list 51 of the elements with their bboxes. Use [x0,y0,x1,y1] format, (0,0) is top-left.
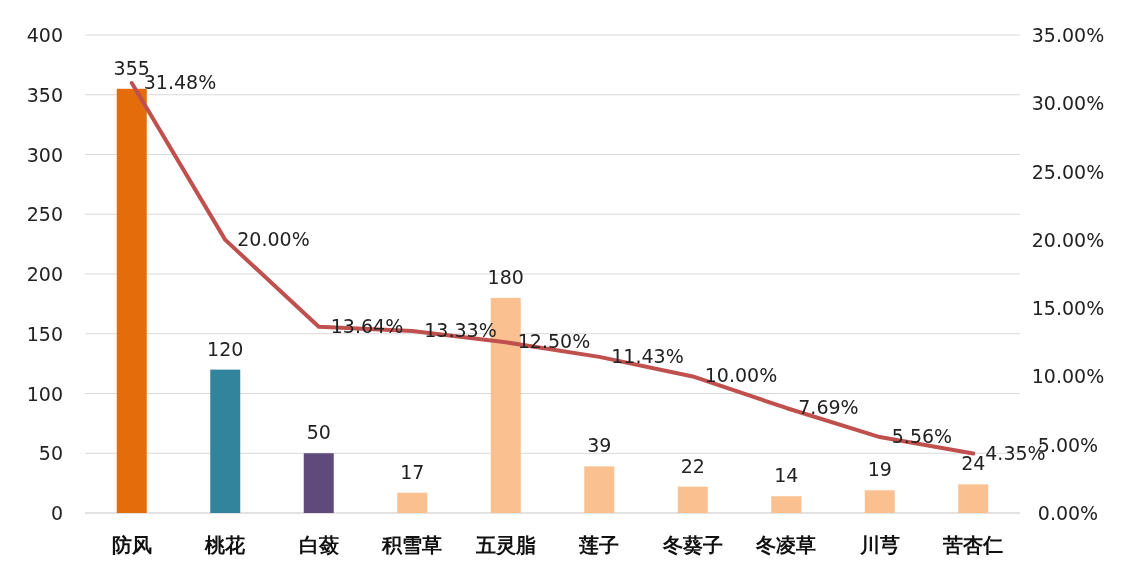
bar [584,466,615,513]
bar [210,369,241,513]
x-tick-label: 白蔹 [298,533,339,557]
x-tick-label: 莲子 [578,533,620,557]
x-tick-label: 桃花 [204,533,247,557]
y-tick-label: 350 [26,83,63,106]
data-label: 39 [587,434,612,457]
data-label: 5.56% [891,425,953,448]
data-label: 120 [207,337,244,360]
bar [303,453,334,513]
y2-tick-label: 25.00% [1031,160,1105,183]
x-tick-label: 川芎 [858,533,900,557]
data-label: 180 [487,265,524,288]
x-tick-label: 积雪草 [381,533,443,557]
y-tick-label: 0 [50,502,63,524]
y-tick-label: 50 [38,442,63,465]
y2-tick-label: 10.00% [1031,365,1105,388]
data-label: 24 [961,452,986,475]
bar [677,486,708,513]
data-label: 10.00% [704,364,778,387]
y-tick-label: 200 [26,263,63,285]
x-tick-label: 防风 [111,533,152,557]
x-tick-label: 冬葵子 [661,533,723,557]
data-label: 13.33% [424,318,497,341]
y2-tick-label: 0.00% [1037,502,1099,524]
data-label: 50 [306,421,331,444]
bar [864,490,895,513]
bar [397,492,428,513]
y2-tick-label: 30.00% [1031,92,1105,115]
y-tick-label: 400 [26,24,63,46]
data-label: 11.43% [611,344,684,367]
x-tick-label: 五灵脂 [474,533,536,557]
data-label: 7.69% [798,395,859,418]
data-label: 20.00% [237,227,310,250]
data-label: 19 [867,458,892,481]
y2-tick-label: 15.00% [1031,297,1105,320]
y-tick-label: 150 [26,322,63,345]
bar [771,496,802,513]
bar [116,88,147,513]
y2-tick-label: 35.00% [1031,24,1105,46]
data-label: 14 [774,464,799,487]
x-tick-label: 苦杏仁 [942,533,1004,557]
y2-tick-label: 20.00% [1031,228,1105,251]
y-tick-label: 300 [26,143,63,166]
data-label: 12.50% [517,330,591,353]
x-tick-label: 冬凌草 [755,533,817,557]
data-label: 17 [400,460,425,483]
y-tick-label: 100 [26,382,63,405]
y-tick-label: 250 [26,203,63,226]
bar [958,484,989,513]
data-label: 22 [680,454,705,477]
